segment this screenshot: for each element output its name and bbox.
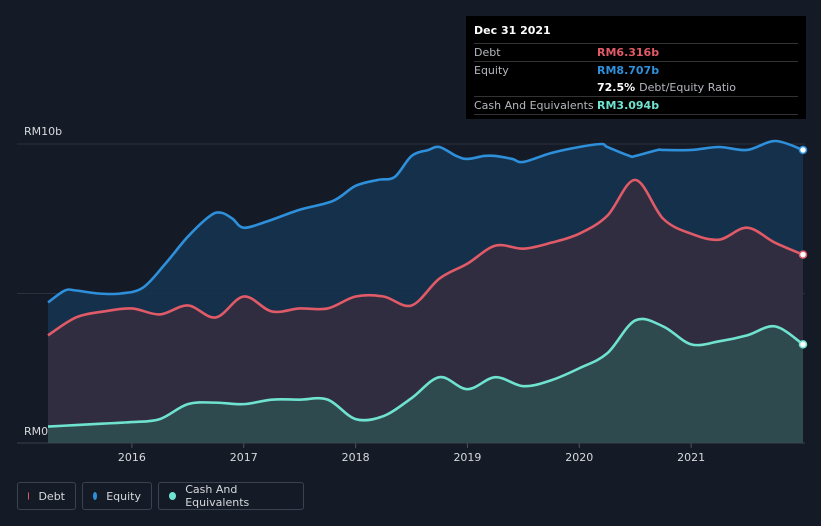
legend-label: Debt — [38, 489, 65, 503]
tooltip-value: RM6.316b — [597, 46, 660, 59]
endpoint-cash-and-equivalents — [798, 340, 808, 349]
endpoint-equity — [798, 145, 808, 155]
legend-item-cash[interactable]: Cash And Equivalents — [158, 482, 304, 510]
tooltip-row-equity: Equity RM8.707b — [474, 62, 798, 79]
tooltip-date: Dec 31 2021 — [474, 24, 798, 44]
tooltip-value: RM8.707b — [597, 64, 660, 77]
x-tick-label: 2019 — [453, 451, 481, 464]
legend-dot-icon — [93, 492, 98, 500]
legend-label: Equity — [106, 489, 141, 503]
tooltip-row-cash: Cash And Equivalents RM3.094b — [474, 97, 798, 115]
data-tooltip: Dec 31 2021 Debt RM6.316b Equity RM8.707… — [466, 16, 806, 119]
x-tick-label: 2020 — [565, 451, 593, 464]
tooltip-row-ratio: 72.5% Debt/Equity Ratio — [474, 79, 798, 97]
tooltip-label: Equity — [474, 64, 509, 77]
legend-item-debt[interactable]: Debt — [17, 482, 76, 510]
legend-label: Cash And Equivalents — [185, 483, 250, 509]
x-tick-label: 2018 — [342, 451, 370, 464]
legend-dot-icon — [169, 492, 177, 500]
tooltip-label: Cash And Equivalents — [474, 99, 594, 112]
x-tick-label: 2021 — [677, 451, 705, 464]
x-tick-label: 2016 — [118, 451, 146, 464]
line-cash-and-equivalents — [47, 317, 804, 428]
series-lines — [47, 139, 804, 428]
legend-dot-icon — [28, 492, 30, 500]
tooltip-note: Debt/Equity Ratio — [639, 81, 736, 94]
tooltip-row-debt: Debt RM6.316b — [474, 44, 798, 62]
tooltip-label: Debt — [474, 46, 501, 59]
x-tick-label: 2017 — [230, 451, 258, 464]
area-cash-and-equivalents — [48, 318, 803, 443]
line-debt — [47, 178, 804, 337]
endpoint-debt — [798, 250, 808, 259]
x-axis-ticks: 2016 2017 2018 2019 2020 2021 — [118, 443, 705, 464]
tooltip-value: RM3.094b — [597, 99, 660, 112]
series-endpoints — [798, 145, 808, 349]
y-axis-top-label: RM10b — [24, 125, 63, 138]
legend-item-equity[interactable]: Equity — [82, 482, 152, 510]
y-axis-bottom-label: RM0 — [24, 425, 49, 438]
tooltip-value: 72.5% — [597, 81, 636, 94]
line-equity — [47, 139, 804, 304]
